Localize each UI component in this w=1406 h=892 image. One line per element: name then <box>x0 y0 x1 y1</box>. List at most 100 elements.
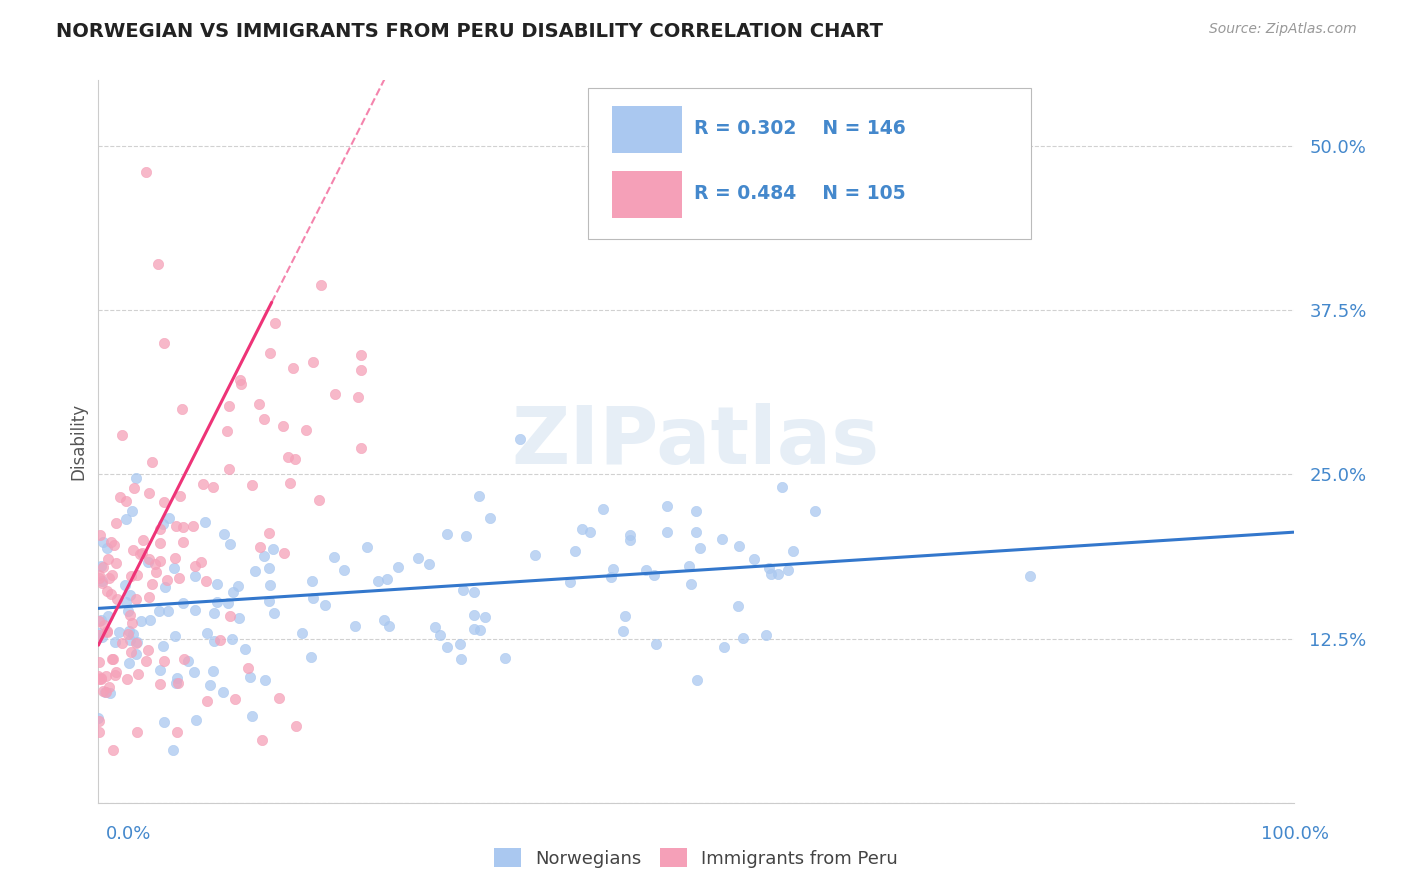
Point <box>733 631 755 645</box>
Point <box>117 624 139 639</box>
Point <box>356 540 378 554</box>
Point <box>96 583 118 598</box>
Point <box>377 572 399 586</box>
Point <box>463 584 485 599</box>
Point <box>571 522 593 536</box>
Point <box>100 652 122 666</box>
Point <box>579 524 602 539</box>
Point <box>273 546 295 560</box>
Point <box>91 630 114 644</box>
Point <box>509 433 531 447</box>
Point <box>90 613 112 627</box>
Point <box>104 668 127 682</box>
Point <box>463 622 485 636</box>
Point <box>634 562 657 576</box>
Point <box>231 376 253 391</box>
Point <box>89 527 111 541</box>
Point <box>768 566 790 581</box>
Point <box>114 578 136 592</box>
Point <box>118 657 141 671</box>
Point <box>148 663 170 677</box>
Point <box>602 562 624 576</box>
Point <box>378 619 401 633</box>
Point <box>125 724 148 739</box>
Text: R = 0.302    N = 146: R = 0.302 N = 146 <box>693 120 905 138</box>
Point <box>350 441 373 455</box>
Point <box>153 580 176 594</box>
Point <box>301 355 323 369</box>
Point <box>124 647 146 661</box>
Point <box>173 652 195 666</box>
Point <box>218 537 240 551</box>
Point <box>157 511 180 525</box>
Point <box>100 587 122 601</box>
Point <box>776 563 799 577</box>
Point <box>323 387 346 401</box>
Point <box>406 550 429 565</box>
Point <box>228 579 250 593</box>
Point <box>96 624 118 639</box>
Point <box>689 541 711 555</box>
Point <box>195 626 218 640</box>
Point <box>281 360 304 375</box>
Point <box>87 571 110 585</box>
Point <box>240 478 263 492</box>
Point <box>93 535 115 549</box>
Point <box>153 336 176 351</box>
Point <box>449 637 471 651</box>
Point <box>87 672 110 686</box>
Point <box>614 609 637 624</box>
Point <box>138 552 160 566</box>
Point <box>467 489 489 503</box>
Point <box>138 590 160 604</box>
Point <box>93 684 115 698</box>
Point <box>242 709 264 723</box>
Point <box>122 543 145 558</box>
Point <box>685 524 707 539</box>
Point <box>115 595 138 609</box>
Point <box>141 455 163 469</box>
Point <box>111 636 134 650</box>
Point <box>121 569 143 583</box>
Point <box>90 558 112 573</box>
Point <box>177 654 200 668</box>
Point <box>463 607 485 622</box>
Point <box>212 526 235 541</box>
Point <box>207 595 229 609</box>
Point <box>89 656 111 670</box>
Point <box>111 428 134 442</box>
Text: NORWEGIAN VS IMMIGRANTS FROM PERU DISABILITY CORRELATION CHART: NORWEGIAN VS IMMIGRANTS FROM PERU DISABI… <box>56 22 883 41</box>
Point <box>97 571 120 585</box>
Point <box>655 499 678 513</box>
Point <box>221 632 243 646</box>
Point <box>211 684 233 698</box>
Point <box>124 481 146 495</box>
Point <box>239 670 262 684</box>
Point <box>100 535 122 549</box>
Text: R = 0.484    N = 105: R = 0.484 N = 105 <box>693 185 905 203</box>
Point <box>208 632 231 647</box>
Point <box>259 346 281 360</box>
Point <box>183 519 205 533</box>
Point <box>165 518 187 533</box>
Point <box>782 544 804 558</box>
Point <box>217 596 239 610</box>
Point <box>172 534 194 549</box>
Point <box>87 567 110 582</box>
Point <box>474 610 496 624</box>
Point <box>105 591 128 606</box>
Point <box>619 528 641 542</box>
Point <box>257 594 280 608</box>
Point <box>165 676 187 690</box>
Point <box>138 613 160 627</box>
Point <box>770 479 793 493</box>
Point <box>131 546 153 560</box>
Point <box>436 640 458 654</box>
Point <box>105 516 128 531</box>
Point <box>120 645 142 659</box>
Point <box>127 568 149 582</box>
Point <box>128 547 150 561</box>
Point <box>643 568 665 582</box>
Point <box>264 316 287 330</box>
Point <box>524 548 547 562</box>
